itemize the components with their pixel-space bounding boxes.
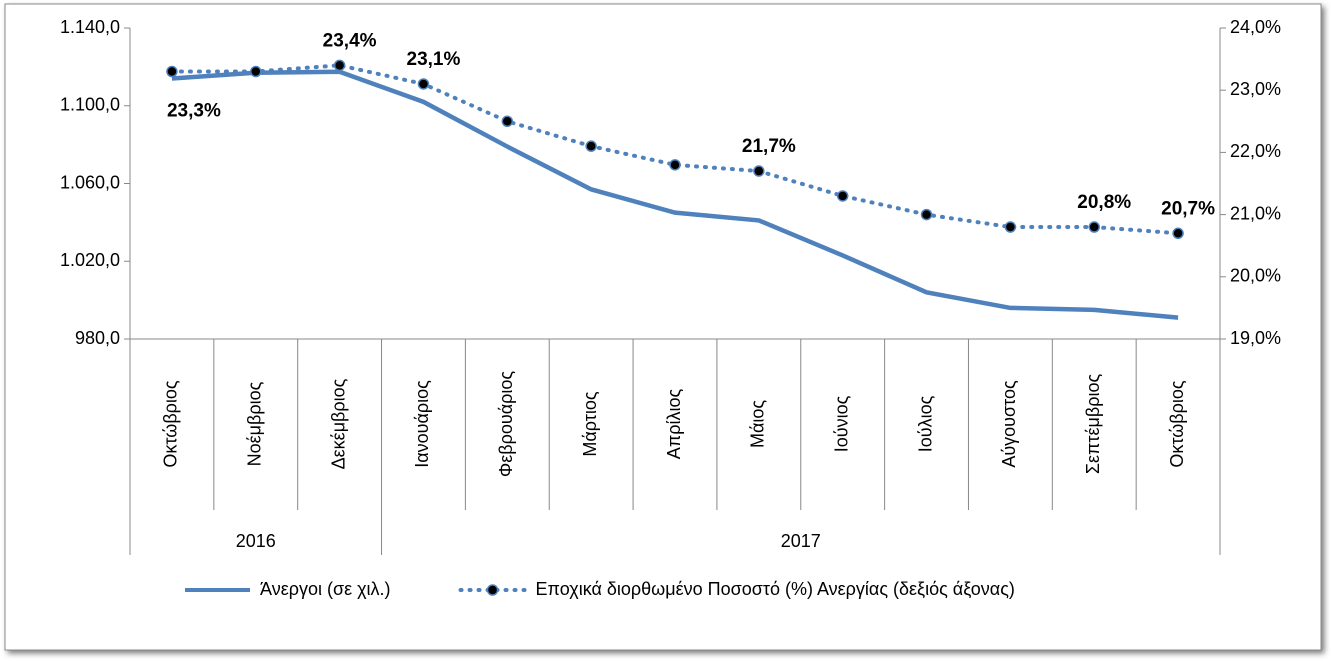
point [1004, 221, 1017, 233]
point [836, 190, 849, 202]
x-tick-label: Απρίλιος [664, 389, 684, 460]
series-line [171, 69, 1179, 320]
point [417, 78, 430, 90]
point [920, 208, 933, 221]
y2-tick-label: 20,0% [1230, 266, 1281, 286]
x-tick-label: Μάιος [748, 400, 768, 448]
x-tick-label: Οκτώβριος [161, 380, 181, 468]
y2-tick-label: 22,0% [1230, 141, 1281, 161]
group-label: 2016 [236, 531, 276, 551]
x-tick-label: Ιανουάριος [412, 380, 432, 468]
y-tick-label: 1.140,0 [60, 17, 120, 37]
y-tick-label: 1.100,0 [60, 95, 120, 115]
y2-tick-label: 19,0% [1230, 328, 1281, 348]
point [501, 115, 514, 128]
x-tick-label: Φεβρουάριος [496, 371, 516, 477]
y-tick-label: 980,0 [75, 328, 120, 348]
y-tick-label: 1.020,0 [60, 250, 120, 270]
point [669, 159, 681, 171]
point [250, 65, 262, 78]
point [585, 140, 597, 152]
data-label: 23,1% [407, 49, 461, 70]
y2-tick-label: 21,0% [1230, 203, 1281, 223]
x-tick-label: Ιούνιος [831, 395, 851, 452]
data-label: 20,8% [1077, 192, 1131, 213]
x-tick-label: Οκτώβριος [1167, 380, 1187, 468]
legend-marker [486, 584, 499, 596]
data-label: 20,7% [1161, 198, 1215, 219]
legend-label: Εποχικά διορθωμένο Ποσοστό (%) Ανεργίας … [536, 579, 1015, 599]
x-tick-label: Μάρτιος [580, 391, 600, 457]
legend-label: Άνεργοι (σε χιλ.) [260, 579, 391, 599]
x-tick-label: Ιούλιος [915, 395, 935, 452]
x-tick-label: Αύγουστος [999, 380, 1019, 468]
point [333, 59, 346, 72]
point [1172, 227, 1184, 240]
data-label: 21,7% [742, 136, 796, 157]
x-tick-label: Σεπτέμβριος [1083, 374, 1103, 475]
data-label: 23,4% [323, 30, 377, 51]
chart-frame [4, 3, 1322, 651]
y2-tick-label: 23,0% [1230, 79, 1281, 99]
group-label: 2017 [781, 531, 821, 551]
y-tick-label: 1.060,0 [60, 172, 120, 192]
point [753, 165, 765, 177]
point [166, 65, 178, 78]
data-label: 23,3% [167, 101, 221, 122]
x-tick-label: Δεκέμβριος [328, 378, 348, 469]
point [1088, 221, 1100, 233]
y2-tick-label: 24,0% [1230, 17, 1281, 37]
x-tick-label: Νοέμβριος [245, 381, 265, 466]
